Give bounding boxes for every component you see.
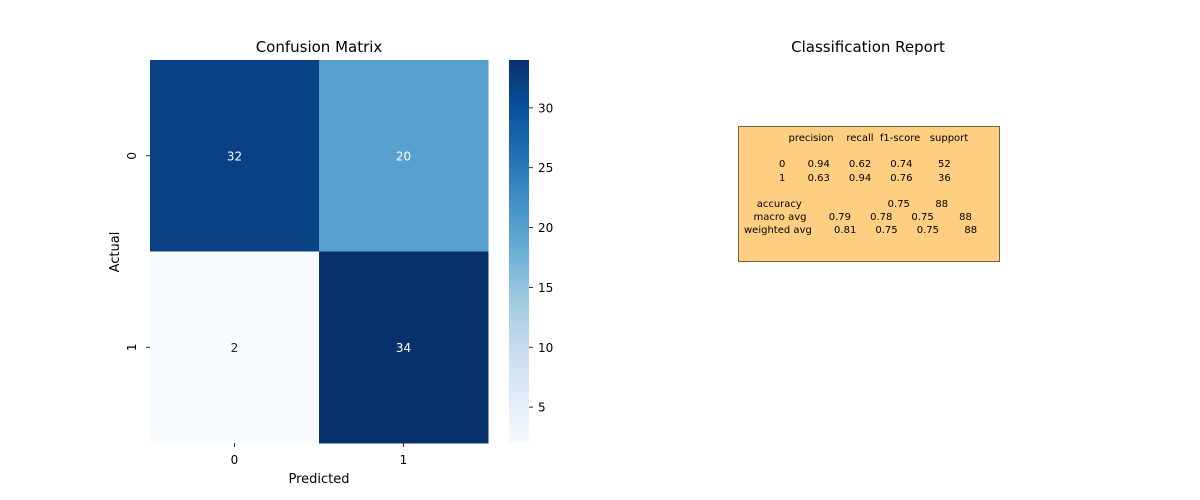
colorbar bbox=[509, 60, 529, 443]
colorbar-tick-label: 25 bbox=[538, 161, 553, 175]
heatmap-cell-label: 2 bbox=[231, 341, 239, 355]
colorbar-tick-label: 30 bbox=[538, 101, 553, 115]
heatmap-title: Confusion Matrix bbox=[256, 38, 383, 56]
y-tick-label: 0 bbox=[125, 152, 139, 160]
colorbar-tick-label: 5 bbox=[538, 401, 546, 415]
heatmap-cell bbox=[319, 60, 489, 252]
classification-report-box: precision recall f1-score support 0 0.94… bbox=[738, 126, 1000, 262]
heatmap-cell-label: 20 bbox=[396, 149, 411, 163]
heatmap-cell bbox=[150, 60, 320, 252]
colorbar-tick-label: 10 bbox=[538, 341, 553, 355]
heatmap-cells: 32 20 2 34 bbox=[150, 60, 489, 444]
colorbar-tick-label: 15 bbox=[538, 281, 553, 295]
heatmap-cell-label: 32 bbox=[227, 149, 242, 163]
x-tick-label: 0 bbox=[231, 453, 239, 467]
heatmap-y-ticks: 01 bbox=[125, 152, 150, 351]
heatmap-x-axis-label: Predicted bbox=[288, 472, 349, 487]
y-tick-label: 1 bbox=[125, 343, 139, 351]
colorbar-tick-label: 20 bbox=[538, 221, 553, 235]
heatmap-cell bbox=[150, 251, 320, 444]
report-title: Classification Report bbox=[791, 38, 945, 56]
heatmap-cell bbox=[319, 251, 489, 444]
colorbar-ticks: 5 10 15 20 25 30 bbox=[529, 101, 553, 415]
x-tick-label: 1 bbox=[400, 453, 408, 467]
classification-report-text: precision recall f1-score support 0 0.94… bbox=[744, 133, 978, 237]
heatmap-cell-label: 34 bbox=[396, 341, 411, 355]
heatmap-y-axis-label: Actual bbox=[108, 232, 123, 273]
